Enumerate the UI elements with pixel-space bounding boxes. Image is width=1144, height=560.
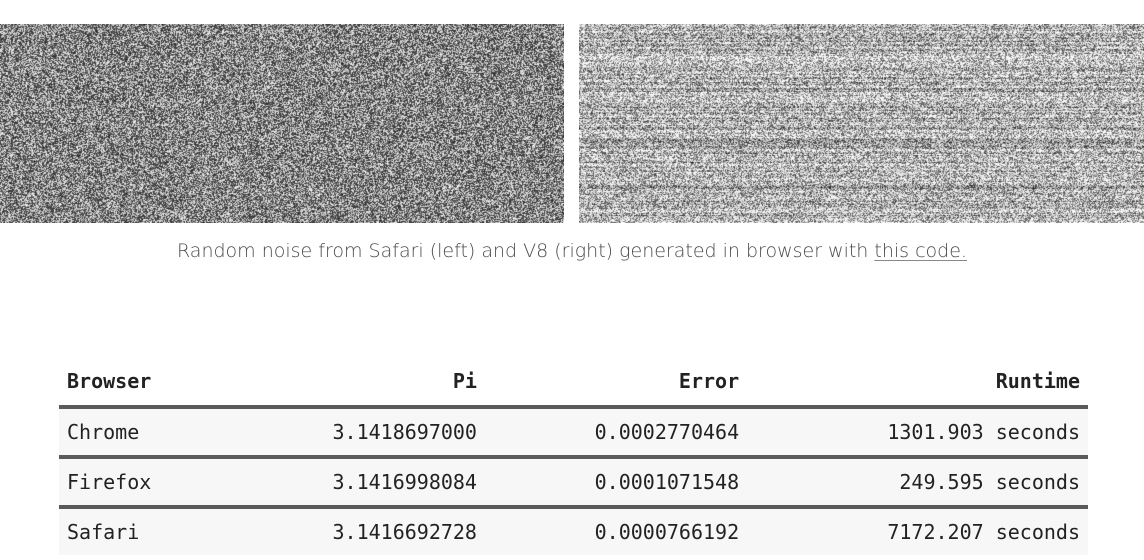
cell-error: 0.0002770464	[484, 407, 748, 459]
safari-noise-image	[0, 24, 564, 223]
cell-error: 0.0000766192	[484, 507, 748, 555]
cell-pi: 3.1416692728	[222, 507, 485, 555]
cell-browser: Firefox	[59, 457, 223, 509]
pi-estimation-table: Browser Pi Error Runtime Chrome 3.141869…	[59, 357, 1088, 555]
header-error: Error	[484, 357, 748, 409]
cell-runtime: 1301.903 seconds	[747, 407, 1088, 459]
this-code-link[interactable]: this code.	[874, 240, 967, 262]
caption-text: Random noise from Safari (left) and V8 (…	[177, 240, 875, 262]
cell-pi: 3.1416998084	[222, 457, 485, 509]
cell-browser: Chrome	[59, 407, 223, 459]
cell-runtime: 249.595 seconds	[747, 457, 1088, 509]
table-row: Safari 3.1416692728 0.0000766192 7172.20…	[59, 507, 1088, 555]
cell-pi: 3.1418697000	[222, 407, 485, 459]
cell-error: 0.0001071548	[484, 457, 748, 509]
cell-runtime: 7172.207 seconds	[747, 507, 1088, 555]
figure-caption: Random noise from Safari (left) and V8 (…	[0, 240, 1144, 262]
header-browser: Browser	[59, 357, 223, 409]
table-row: Firefox 3.1416998084 0.0001071548 249.59…	[59, 457, 1088, 509]
cell-browser: Safari	[59, 507, 223, 555]
v8-noise-image	[579, 24, 1144, 223]
header-pi: Pi	[222, 357, 485, 409]
table-row: Chrome 3.1418697000 0.0002770464 1301.90…	[59, 407, 1088, 459]
table-header-row: Browser Pi Error Runtime	[59, 357, 1088, 409]
header-runtime: Runtime	[747, 357, 1088, 409]
